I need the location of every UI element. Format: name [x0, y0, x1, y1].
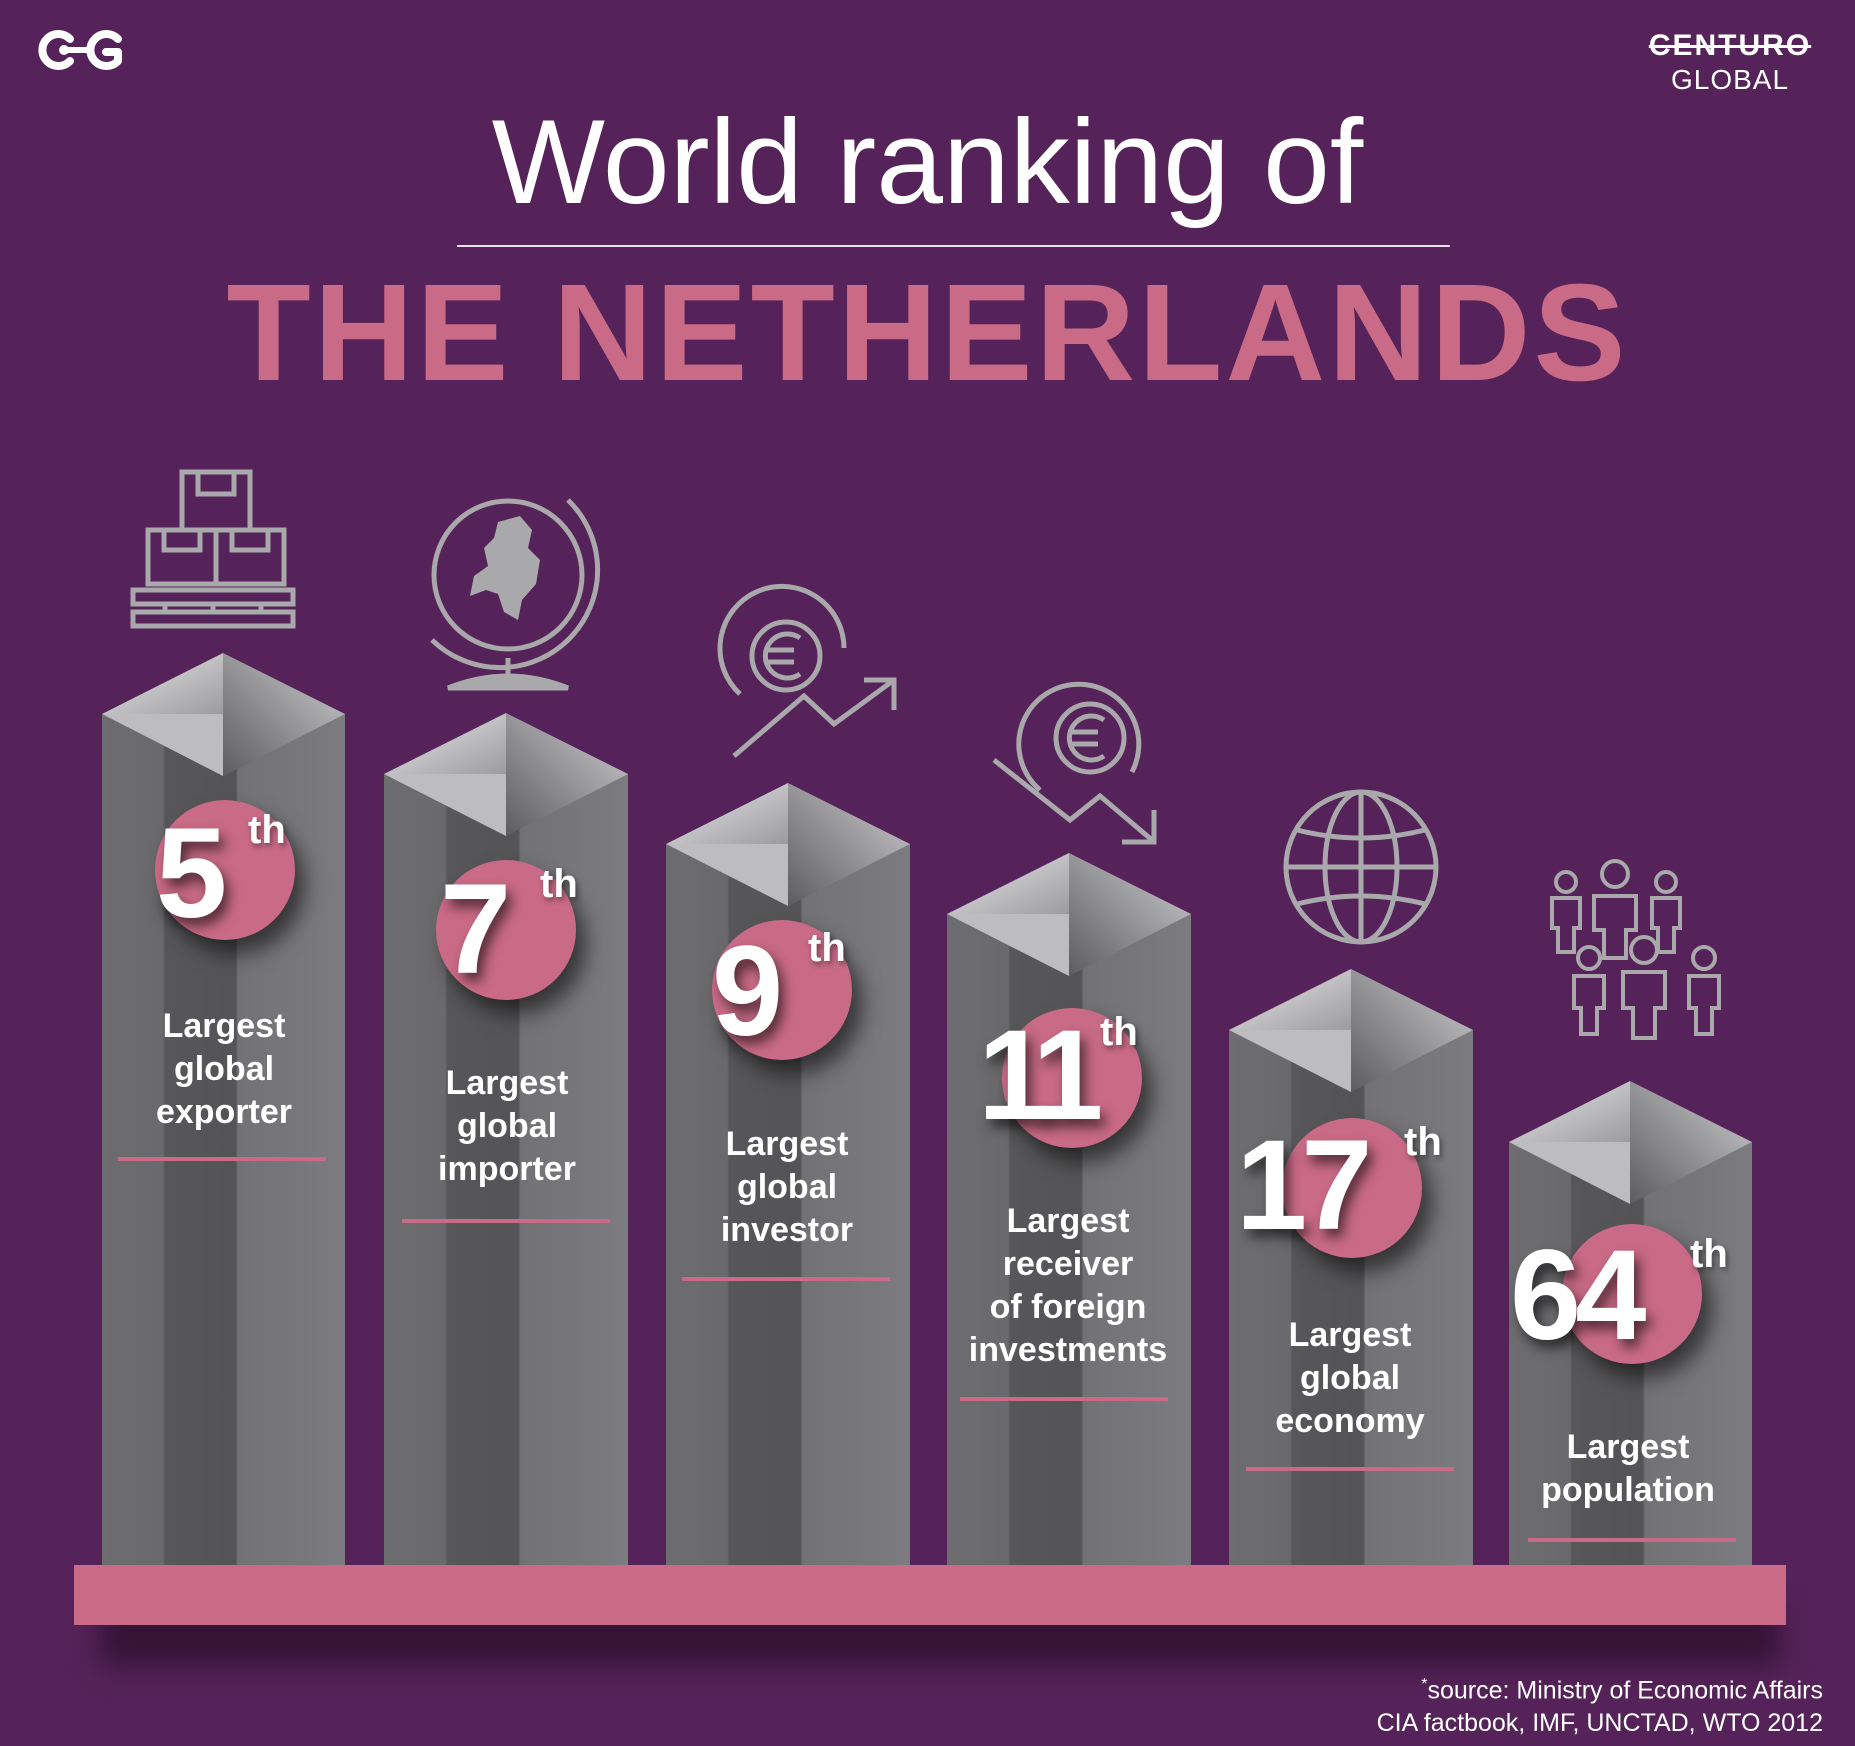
centuro-global-logo: CENTURO GLOBAL — [1635, 28, 1825, 96]
rank-4-underline — [960, 1397, 1168, 1401]
rank-5-label: Largest global economy — [1275, 1316, 1425, 1440]
base-bar — [74, 1565, 1786, 1625]
rank-4-label: Largest receiver of foreign investments — [968, 1202, 1168, 1369]
title-line-2: THE NETHERLANDS — [226, 256, 1629, 410]
pillar-5 — [1229, 969, 1473, 1566]
pillar-2 — [384, 713, 628, 1566]
rank-3-underline — [682, 1277, 890, 1281]
source-mark: * — [1421, 1676, 1428, 1693]
rank-3-circle — [712, 920, 852, 1060]
cg-logo-icon — [38, 30, 122, 70]
rank-2-number: 7 — [440, 858, 512, 1001]
source-line-1: source: Ministry of Economic Affairs — [1427, 1676, 1823, 1705]
rank-2-label: Largest global importer — [438, 1064, 576, 1188]
rank-5-underline — [1246, 1467, 1454, 1471]
rank-4-circle — [1002, 1008, 1142, 1148]
euro-growth-arrow-up-icon — [717, 583, 897, 758]
rank-5-suffix: th — [1404, 1120, 1442, 1164]
rank-1-suffix: th — [248, 808, 286, 852]
rank-5-circle — [1282, 1118, 1422, 1258]
rank-2-suffix: th — [540, 862, 578, 906]
logo-brand-text: CENTURO — [1648, 29, 1812, 62]
rank-6-circle — [1562, 1224, 1702, 1364]
title-divider — [457, 245, 1450, 247]
rank-6-label: Largest population — [1541, 1428, 1715, 1509]
stacked-boxes-pallet-icon — [130, 469, 296, 629]
logo-sub-text: GLOBAL — [1670, 64, 1790, 95]
rank-1-label: Largest global exporter — [155, 1007, 293, 1131]
rank-6-number: 64 — [1510, 1224, 1646, 1367]
people-group-icon — [1550, 859, 1721, 1040]
rank-1-circle — [155, 800, 295, 940]
rank-1-number: 5 — [156, 802, 228, 945]
globe-netherlands-map-icon — [430, 498, 601, 691]
source-note: *source: Ministry of Economic Affairs CI… — [1377, 1668, 1823, 1740]
rank-2-underline — [402, 1219, 610, 1223]
source-line-2: CIA factbook, IMF, UNCTAD, WTO 2012 — [1376, 1709, 1823, 1738]
rank-3-label: Largest global investor — [720, 1125, 854, 1249]
rank-4-suffix: th — [1100, 1010, 1138, 1054]
title-line-1: World ranking of — [491, 95, 1364, 229]
rank-6-underline — [1528, 1538, 1736, 1542]
rank-3-number: 9 — [712, 920, 784, 1063]
rank-1-underline — [118, 1157, 326, 1161]
rank-4-number: 11 — [978, 1004, 1103, 1147]
rank-5-number: 17 — [1236, 1114, 1372, 1257]
rank-2-circle — [436, 860, 576, 1000]
euro-decline-arrow-down-icon — [992, 681, 1157, 845]
globe-grid-icon — [1283, 789, 1439, 945]
rank-6-suffix: th — [1690, 1232, 1728, 1276]
rank-3-suffix: th — [808, 926, 846, 970]
